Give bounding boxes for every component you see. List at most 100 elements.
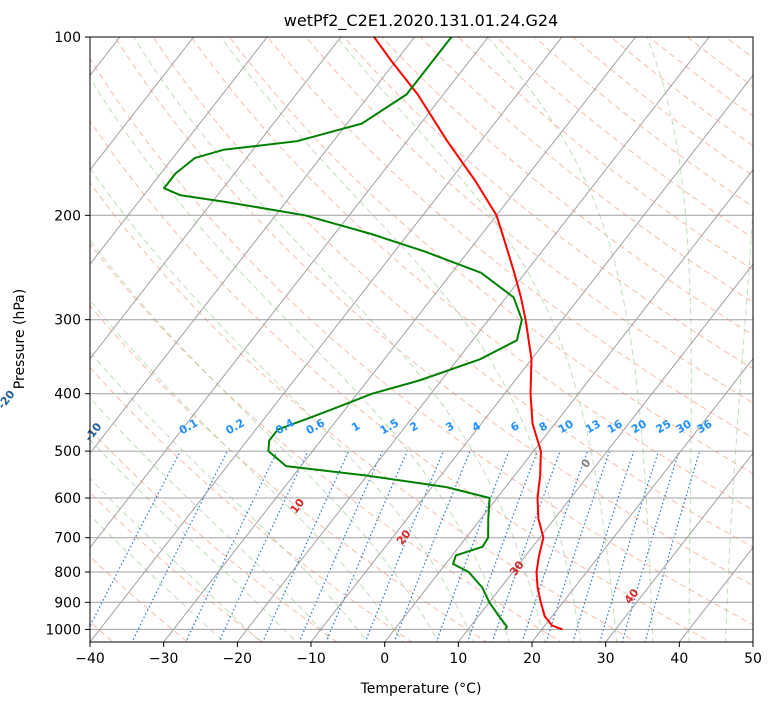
- moist-adiabat-line: [220, 37, 582, 642]
- x-tick-label: 30: [597, 651, 615, 667]
- y-tick-label: 200: [54, 208, 81, 224]
- y-tick-label: 500: [54, 444, 81, 460]
- dry-adiabat-line: [90, 428, 338, 642]
- moist-adiabat-line: [725, 202, 753, 642]
- dry-adiabat-label: 40: [622, 586, 642, 606]
- dry-adiabat-line: [648, 37, 753, 117]
- x-tick-label: 0: [380, 651, 389, 667]
- moist-adiabat-line: [336, 37, 618, 642]
- mixing-ratio-label: 0.2: [223, 416, 246, 437]
- moist-adiabat-line: [90, 397, 333, 642]
- x-tick-label: 20: [523, 651, 541, 667]
- dry-adiabat-line: [746, 24, 775, 654]
- y-tick-label: 600: [54, 491, 81, 507]
- dry-adiabat-line: [724, 37, 753, 59]
- dry-adiabat-line: [90, 243, 563, 642]
- x-tick-label: −10: [296, 651, 326, 667]
- y-axis-label: Pressure (hPa): [12, 289, 28, 389]
- temperature-profile: [373, 37, 563, 631]
- plot-frame: [89, 36, 754, 643]
- y-tick-label: 1000: [45, 622, 81, 638]
- isotherm-line: [752, 641, 753, 642]
- dry-adiabat-label: -20: [0, 388, 18, 412]
- moist-adiabat-line: [90, 351, 369, 642]
- mixing-ratio-label: 20: [629, 417, 649, 436]
- isotherm-line: [457, 263, 753, 642]
- mixing-ratio-line: [262, 450, 350, 642]
- mixing-ratio-label: 16: [605, 417, 625, 436]
- moist-adiabat-line: [646, 37, 692, 642]
- mixing-ratio-label: 4: [470, 419, 483, 434]
- y-tick-label: 700: [54, 531, 81, 547]
- mixing-ratio-label: 6: [508, 419, 521, 434]
- y-tick-label: 800: [54, 565, 81, 581]
- moist-adiabat-line: [487, 37, 654, 642]
- isotherm-zero-label: 0: [579, 456, 594, 470]
- mixing-ratio-label: 10: [556, 417, 576, 436]
- isotherm-line: [90, 37, 268, 265]
- mixing-ratio-label: 0.4: [273, 416, 297, 437]
- mixing-ratio-line: [185, 450, 278, 642]
- mixing-ratio-line: [90, 450, 181, 628]
- isopleth-labels: -100-90-80-70-60-50-40-30-20-10010203040…: [0, 388, 715, 607]
- dry-adiabat-line: [495, 37, 753, 239]
- isotherm-line: [90, 37, 489, 549]
- moist-adiabat-line: [90, 167, 475, 642]
- mixing-ratio-label: 0.1: [177, 416, 200, 437]
- dry-adiabat-line: [90, 491, 264, 642]
- dry-adiabat-line: [90, 304, 488, 642]
- dry-adiabat-line: [90, 182, 637, 642]
- isotherm-line: [236, 37, 710, 642]
- x-axis-label: Temperature (°C): [360, 681, 482, 697]
- mixing-ratio-line: [435, 450, 510, 642]
- dry-adiabat-line: [90, 366, 413, 642]
- mixing-ratio-label: 2: [407, 419, 420, 434]
- isotherm-line: [90, 37, 194, 171]
- x-tick-label: −20: [223, 651, 253, 667]
- dry-adiabat-line: [152, 37, 753, 548]
- dry-adiabat-line: [305, 37, 753, 404]
- moist-adiabat-line: [90, 514, 225, 642]
- isotherm-line: [310, 74, 753, 642]
- y-tick-label: 400: [54, 387, 81, 403]
- y-tick-label: 100: [54, 30, 81, 46]
- dry-adiabat-line: [90, 120, 712, 642]
- mixing-ratio-label: 13: [583, 417, 603, 436]
- isotherm-line: [90, 37, 342, 360]
- x-tick-label: 40: [670, 651, 688, 667]
- dry-adiabat-line: [457, 37, 753, 271]
- dry-adiabat-line: [90, 57, 753, 626]
- dry-adiabat-line: [572, 37, 753, 177]
- isotherm-line: [384, 169, 753, 642]
- dry-adiabat-line: [533, 37, 753, 208]
- x-tick-label: −30: [149, 651, 179, 667]
- x-tick-label: 50: [744, 651, 762, 667]
- dry-adiabat-line: [686, 37, 753, 88]
- dry-adiabat-line: [343, 37, 753, 370]
- mixing-ratio-line: [545, 450, 611, 642]
- y-tick-label: 900: [54, 595, 81, 611]
- axes: −40 −30 −20 −10 0 10 20 30 40 5010020030040050060…: [45, 30, 762, 667]
- dry-adiabat-line: [114, 37, 753, 587]
- mixing-ratio-label: 25: [654, 417, 674, 436]
- mixing-ratio-label: 1: [349, 419, 362, 434]
- mixing-ratio-line: [466, 450, 538, 642]
- isotherm-line: [90, 37, 563, 642]
- isotherm-line: [163, 37, 636, 642]
- dry-adiabat-line: [190, 37, 753, 511]
- isotherm-line: [605, 452, 753, 642]
- dry-adiabat-label: -10: [82, 420, 105, 444]
- dry-adiabat-line: [610, 37, 753, 147]
- isotherm-line: [531, 357, 753, 642]
- moist-adiabat-line: [90, 439, 297, 642]
- dewpoint-profile: [163, 37, 523, 631]
- y-tick-label: 300: [54, 313, 81, 329]
- mixing-ratio-line: [644, 450, 701, 642]
- chart-title: wetPf2_C2E1.2020.131.01.24.G24: [284, 11, 558, 31]
- isotherm-line: [90, 37, 415, 454]
- x-tick-label: 10: [449, 651, 467, 667]
- x-tick-label: −40: [75, 651, 105, 667]
- mixing-ratio-label: 36: [695, 417, 715, 436]
